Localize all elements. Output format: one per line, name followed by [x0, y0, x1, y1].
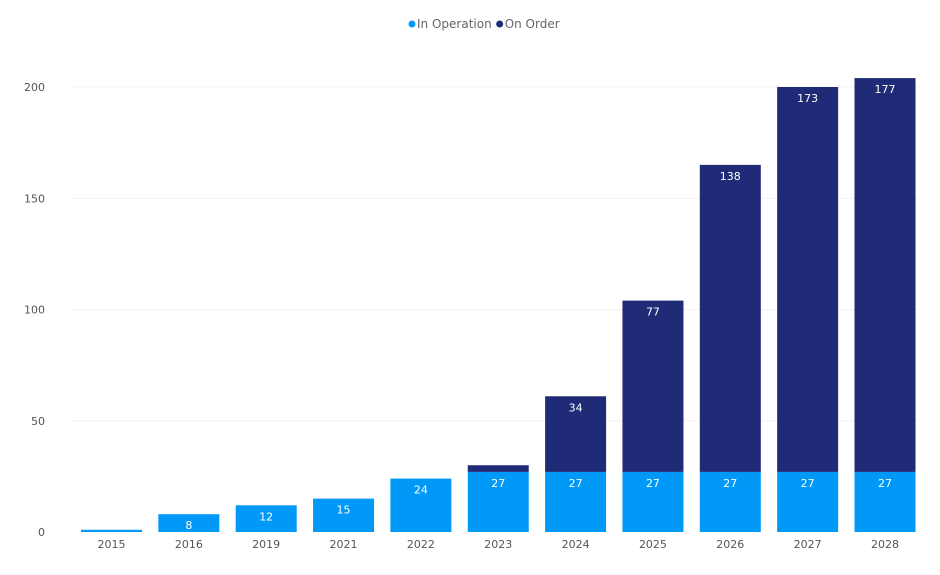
data-label: 177 [875, 83, 896, 96]
bars: 8 12 15 24 27 27 34 27 77 27 138 27 173 27 177 [81, 78, 916, 532]
bar-in-operation [313, 498, 375, 532]
x-tick-label: 2024 [562, 538, 590, 551]
x-tick-label: 2027 [794, 538, 822, 551]
data-label: 24 [414, 484, 428, 497]
y-axis: 0 50 100 150 200 [24, 81, 45, 539]
data-label: 15 [337, 504, 351, 517]
bar-on-order [467, 465, 529, 472]
data-label: 27 [723, 477, 737, 490]
bar-on-order [622, 300, 684, 472]
x-tick-label: 2015 [98, 538, 126, 551]
x-tick-label: 2026 [716, 538, 744, 551]
legend-marker-icon [496, 20, 504, 28]
data-label: 12 [259, 510, 273, 523]
x-tick-label: 2019 [252, 538, 280, 551]
y-tick-label: 200 [24, 81, 45, 94]
data-label: 34 [569, 401, 583, 414]
data-label: 27 [491, 477, 505, 490]
bar-on-order [699, 164, 761, 472]
data-label: 8 [185, 519, 192, 532]
bar-in-operation [699, 471, 761, 532]
data-label: 27 [801, 477, 815, 490]
x-axis: 2015 2016 2019 2021 2022 2023 2024 2025 2026 2027… [98, 538, 900, 551]
bar-in-operation [467, 471, 529, 532]
data-label: 27 [646, 477, 660, 490]
bar-on-order [777, 87, 839, 472]
bar-in-operation [235, 505, 297, 532]
x-tick-label: 2022 [407, 538, 435, 551]
x-tick-label: 2016 [175, 538, 203, 551]
legend-marker-icon [408, 20, 416, 28]
y-tick-label: 50 [31, 415, 45, 428]
data-label: 138 [720, 170, 741, 183]
bar-in-operation [777, 471, 839, 532]
bar-in-operation [390, 478, 452, 532]
y-tick-label: 150 [24, 192, 45, 205]
legend-label: On Order [505, 17, 560, 31]
bar-on-order [854, 78, 916, 472]
bar-on-order [545, 396, 607, 472]
bar-in-operation [622, 471, 684, 532]
x-tick-label: 2023 [484, 538, 512, 551]
bar-in-operation [545, 471, 607, 532]
x-tick-label: 2021 [330, 538, 358, 551]
y-tick-label: 100 [24, 304, 45, 317]
legend-label: In Operation [417, 17, 492, 31]
bar-in-operation [158, 514, 220, 532]
data-label: 77 [646, 306, 660, 319]
legend: In Operation On Order [408, 17, 560, 31]
x-tick-label: 2028 [871, 538, 899, 551]
data-label: 27 [878, 477, 892, 490]
data-label: 173 [797, 92, 818, 105]
data-label: 27 [569, 477, 583, 490]
bar-in-operation [81, 529, 142, 532]
y-tick-label: 0 [38, 526, 45, 539]
x-tick-label: 2025 [639, 538, 667, 551]
bar-in-operation [854, 471, 916, 532]
